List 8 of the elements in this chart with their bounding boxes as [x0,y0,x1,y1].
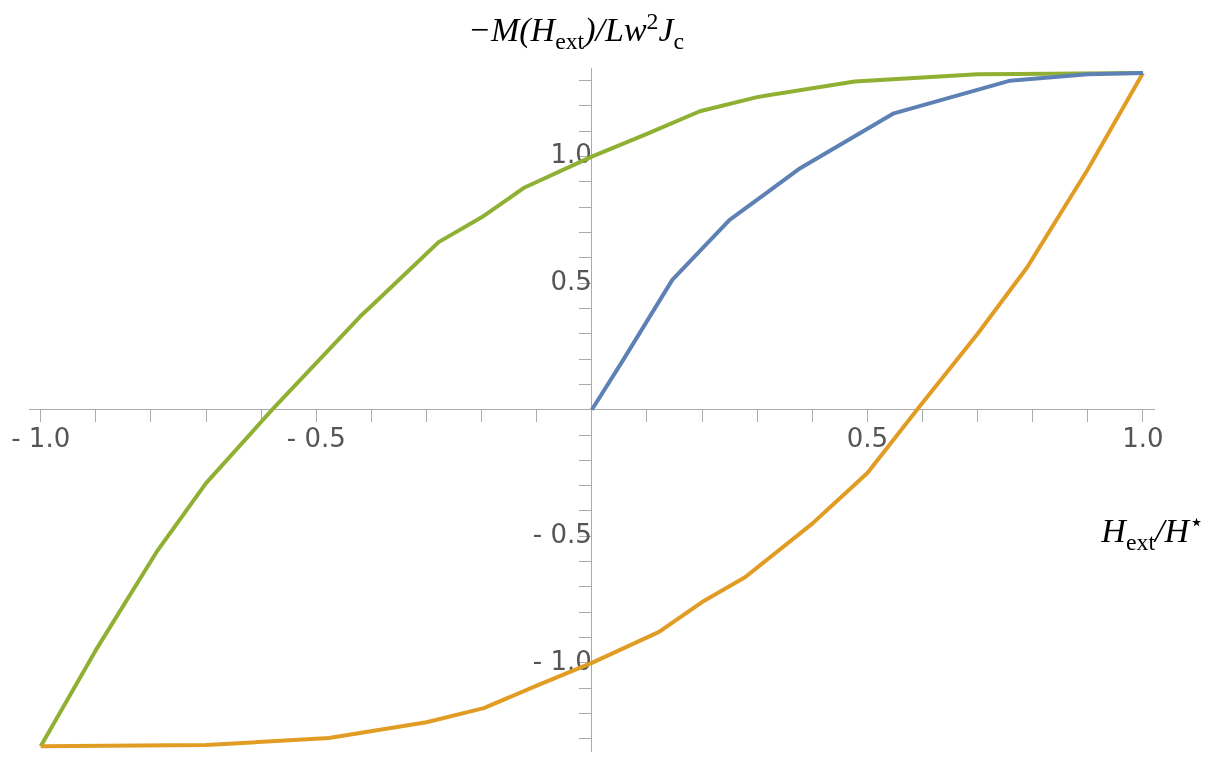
y-axis-title: −M(H$_{ext}$)/Lw$^{2}$J$_{c}$ [468,8,685,56]
y-tick-label: 0.5 [550,265,592,296]
x-tick-label: - 0.5 [286,423,346,454]
x-axis-title: H$_{ext}$/H$^{⋆}$ [1101,508,1204,557]
x-tick-label: 0.5 [846,423,889,454]
x-tick-label: 1.0 [1122,423,1164,454]
x-tick-label: - 1.0 [11,423,71,454]
y-tick-label: - 0.5 [532,519,592,550]
